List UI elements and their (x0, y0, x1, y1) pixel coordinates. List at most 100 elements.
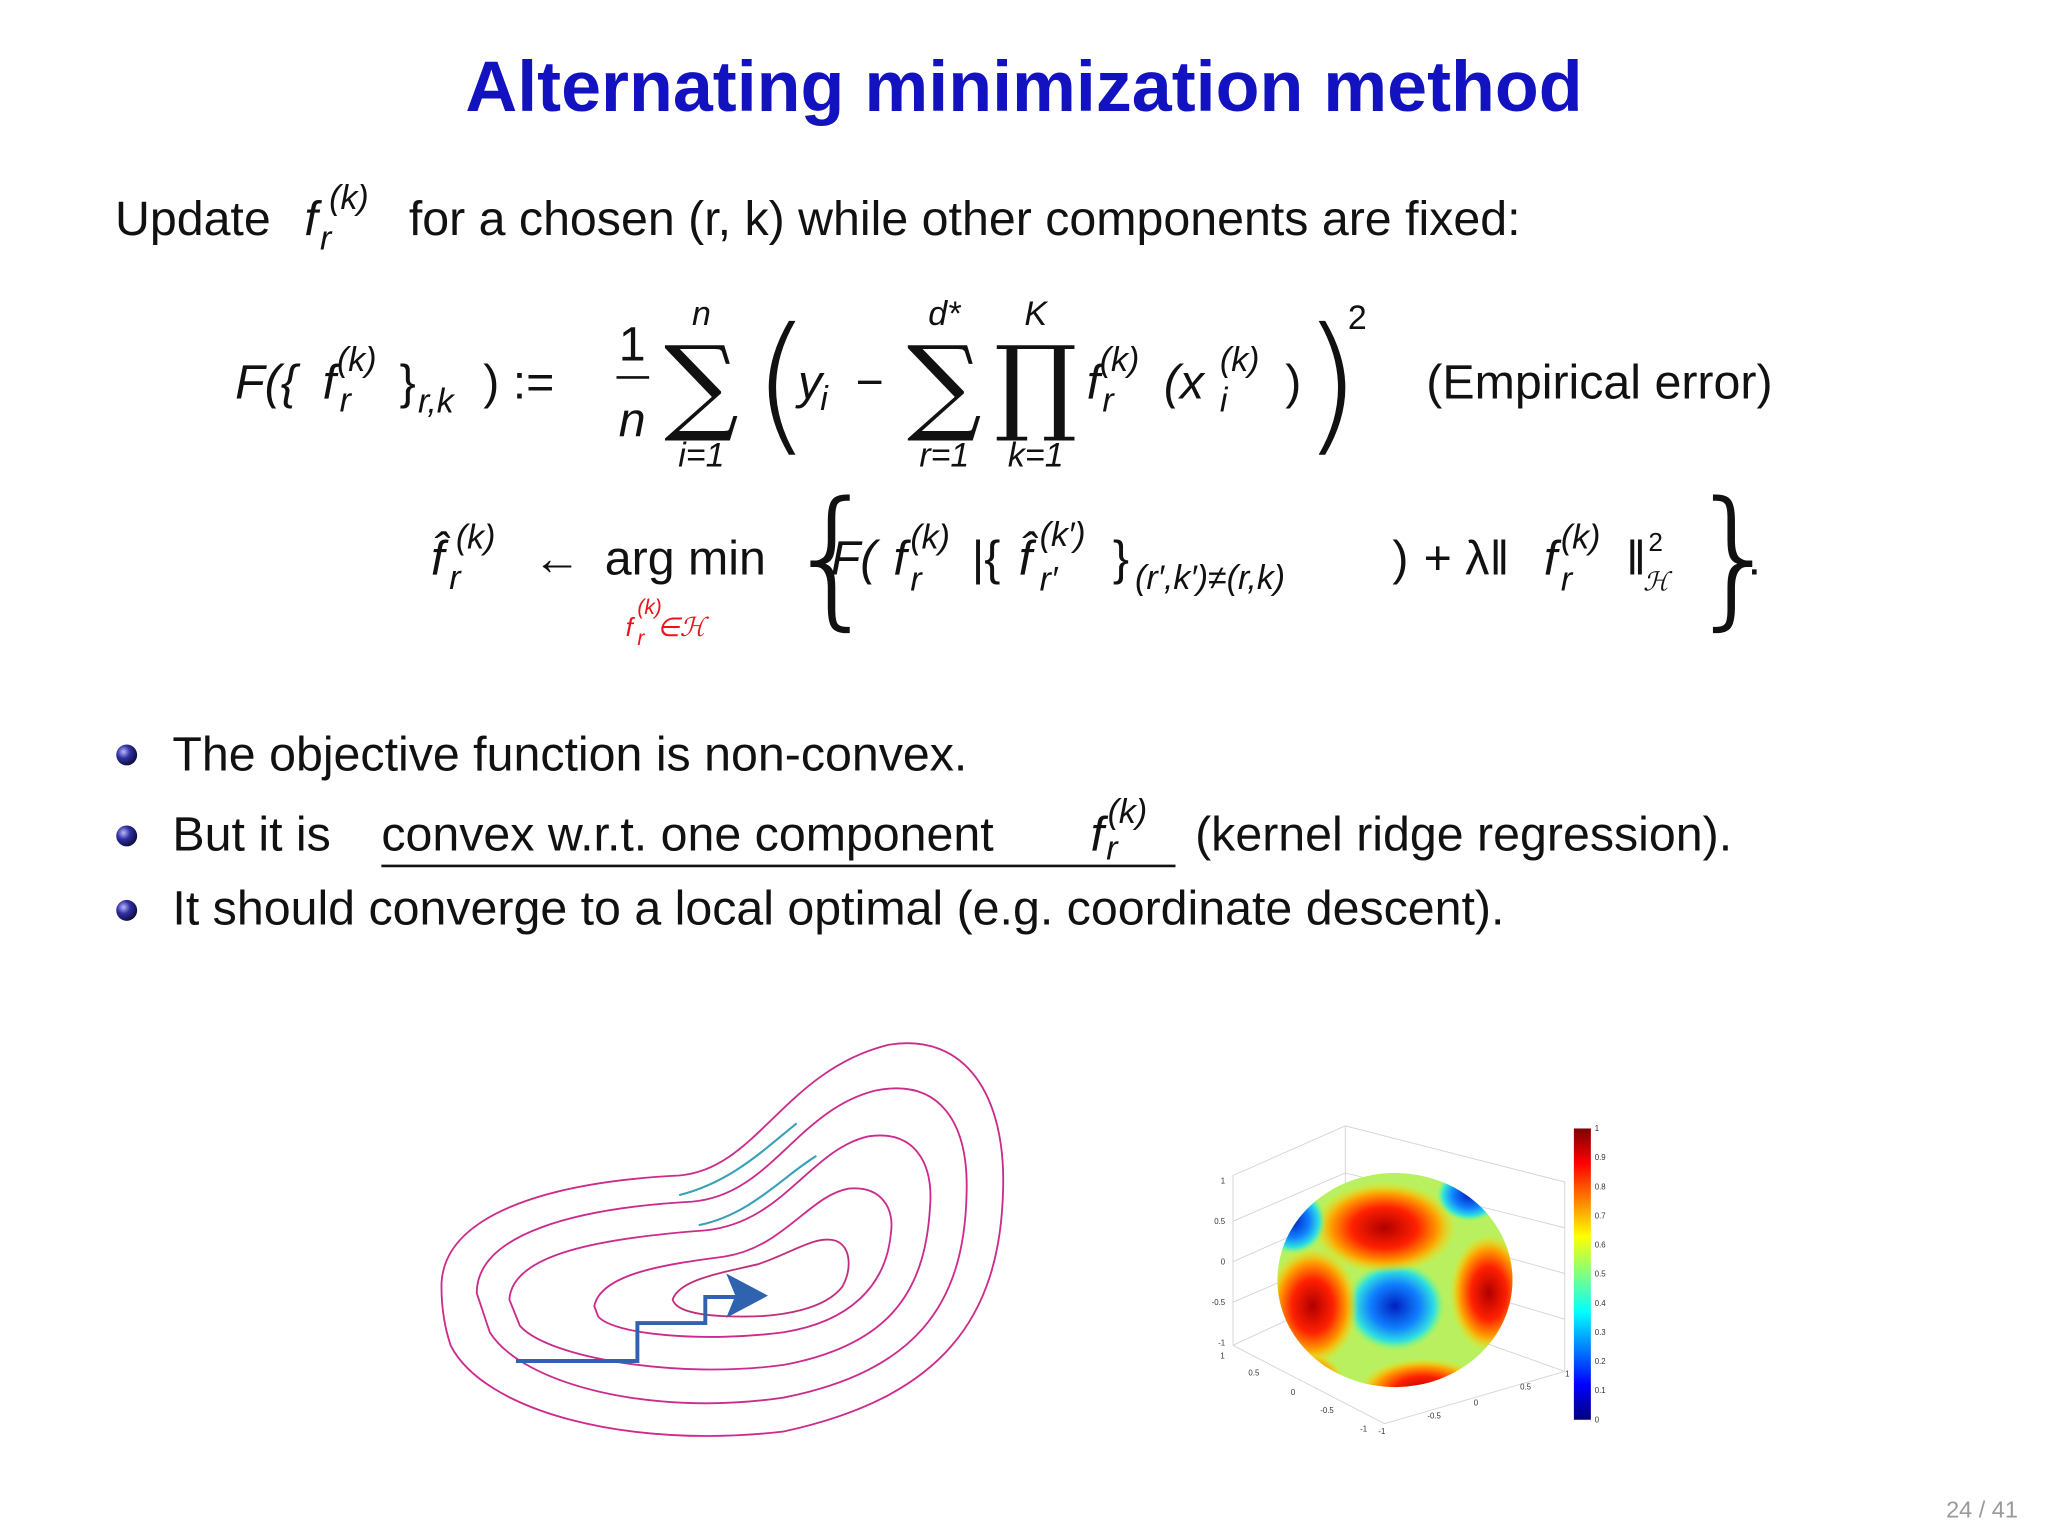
math: n (619, 393, 646, 447)
math: } (1113, 532, 1129, 586)
math: r (1106, 829, 1119, 867)
bullet-icon (116, 744, 138, 766)
math: r (910, 560, 923, 598)
contour-highlight (678, 1122, 798, 1197)
math: (k) (329, 179, 369, 217)
text: Update (115, 192, 271, 246)
math: n (692, 295, 711, 333)
math: d* (928, 295, 962, 333)
descent-arrowhead (726, 1273, 768, 1318)
math: } (400, 355, 416, 409)
math: (k) (337, 341, 377, 379)
math: f̂ (1019, 532, 1038, 586)
math: (k) (1220, 341, 1260, 379)
math: ) (1302, 297, 1361, 471)
bullet-text: The objective function is non-convex. (172, 728, 967, 782)
math: 2 (1348, 299, 1367, 337)
colorbar-tick-label: 0.4 (1595, 1299, 1607, 1308)
math: r (1102, 381, 1115, 419)
axis-tick-label: -1 (1360, 1425, 1367, 1434)
math: ∑ (664, 324, 739, 446)
math: i=1 (678, 436, 724, 474)
contour-figure (440, 1042, 1005, 1437)
colorbar-tick-label: 0 (1595, 1415, 1600, 1424)
contour-line (440, 1042, 1005, 1437)
math: i (1220, 381, 1229, 419)
math: (k) (1561, 519, 1601, 557)
colorbar-tick-label: 0.8 (1595, 1182, 1607, 1191)
colorbar (1573, 1128, 1591, 1420)
axis-tick-label: 0.5 (1214, 1217, 1226, 1226)
bullet-text: (kernel ridge regression). (1195, 807, 1732, 861)
math: i (820, 380, 829, 418)
colorbar-tick-label: 0.1 (1595, 1386, 1606, 1395)
math: . (1748, 532, 1761, 586)
math-note: (Empirical error) (1426, 355, 1772, 409)
math: r′ (1040, 560, 1059, 598)
text: for a chosen (r, k) while other componen… (409, 192, 1521, 246)
math: ∈ℋ (657, 612, 710, 642)
colorbar-tick-label: 0.9 (1595, 1153, 1606, 1162)
math: f (626, 612, 636, 642)
math: 2 (1648, 527, 1663, 557)
equation-2: f̂ (k) r ← arg min f (k) r ∈ℋ { F( f (k)… (431, 471, 1783, 651)
math: (k) (1100, 341, 1140, 379)
math: ∏ (994, 324, 1077, 446)
math: { (785, 471, 881, 645)
axis-tick-label: -0.5 (1320, 1406, 1334, 1415)
bullet-text: But it is (172, 807, 330, 861)
math: − (856, 355, 884, 409)
intro: Update f (k) r for a chosen (r, k) while… (115, 179, 1521, 257)
equation-1: F({ f (k) r } r,k ) := 1 n ∑ n i=1 ( y i… (235, 295, 1772, 474)
sphere-figure: 0 0.1 0.2 0.3 0.4 0.5 0.6 0.7 0.8 0.9 1 1 0.5 0 -0.5 -1… (1212, 1124, 1607, 1436)
math: ‖ (1626, 532, 1646, 586)
math: ) := (483, 355, 554, 409)
colorbar-tick-label: 0.5 (1595, 1270, 1607, 1279)
axis-tick-label: 0 (1474, 1398, 1479, 1407)
math: r=1 (919, 436, 969, 474)
math: (k′) (1040, 516, 1086, 554)
axis-tick-label: -0.5 (1427, 1411, 1441, 1420)
math: ℋ (1643, 566, 1673, 596)
math: } (1688, 471, 1784, 645)
contour-line (593, 1187, 893, 1338)
math: ) (1392, 532, 1408, 586)
math: (k) (456, 519, 496, 557)
math: f (893, 532, 911, 586)
bullet-text: convex w.r.t. one component (381, 807, 994, 861)
sphere (1277, 1172, 1513, 1388)
math: F( (831, 532, 882, 586)
math: (r′,k′)≠(r,k) (1135, 559, 1285, 597)
axis-tick-label: -0.5 (1212, 1298, 1226, 1307)
bullet-list: The objective function is non-convex. Bu… (116, 728, 1732, 936)
colorbar-tick-label: 0.3 (1595, 1328, 1607, 1337)
descent-path (515, 1295, 740, 1363)
math: r (637, 627, 645, 650)
colorbar-tick-label: 0.7 (1595, 1211, 1606, 1220)
math: f (1544, 532, 1562, 586)
math: (k) (910, 519, 950, 557)
math: |{ (972, 532, 1001, 586)
contour-highlight (698, 1155, 817, 1227)
math: ) (1285, 355, 1301, 409)
contour-line (475, 1087, 968, 1405)
math: ∑ (907, 324, 982, 446)
math: r,k (418, 383, 456, 421)
contour-line (508, 1134, 932, 1371)
axis-tick-label: -1 (1378, 1427, 1385, 1436)
axis-tick-label: 0 (1291, 1388, 1296, 1397)
math: ( (752, 297, 811, 471)
colorbar-tick-label: 1 (1595, 1124, 1599, 1133)
math: F({ (235, 355, 301, 409)
math: K (1024, 295, 1048, 333)
colorbar-tick-label: 0.6 (1595, 1241, 1607, 1250)
axis-tick-label: -1 (1218, 1338, 1225, 1347)
math: + λ‖ (1424, 532, 1510, 586)
math: r (1561, 560, 1574, 598)
math: f̂ (431, 532, 450, 586)
axis-tick-label: 0.5 (1248, 1368, 1260, 1377)
axis-tick-label: 0.5 (1520, 1383, 1532, 1392)
bullet-text: It should converge to a local optimal (e… (172, 882, 1504, 936)
math: r (320, 219, 333, 257)
